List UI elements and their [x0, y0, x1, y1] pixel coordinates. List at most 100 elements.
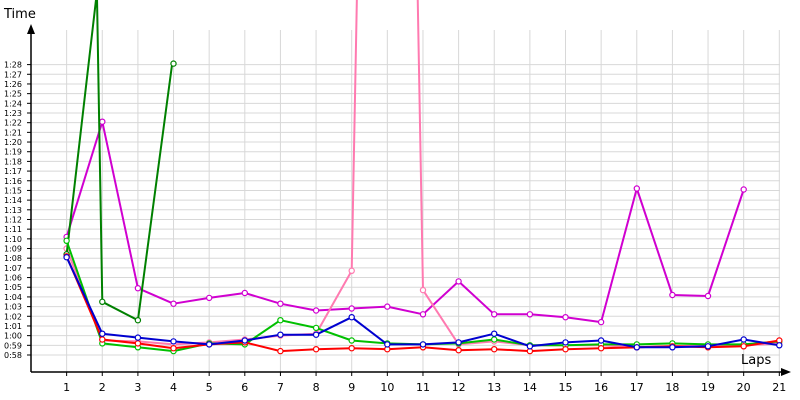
data-point	[562, 346, 569, 353]
y-tick-label: 1:13	[4, 206, 22, 215]
x-tick-label: 14	[523, 381, 537, 394]
x-tick-label: 13	[487, 381, 501, 394]
data-point	[455, 339, 462, 346]
y-tick-label: 1:27	[4, 70, 22, 79]
data-point	[277, 317, 284, 324]
data-point	[170, 300, 177, 307]
y-tick-labels: 0:580:591:001:011:021:031:041:051:061:07…	[4, 61, 31, 360]
y-tick-label: 1:11	[4, 225, 22, 234]
y-tick-label: 1:23	[4, 109, 22, 118]
data-point	[455, 347, 462, 354]
data-point	[384, 303, 391, 310]
data-point	[740, 186, 747, 193]
data-point	[704, 343, 712, 350]
y-tick-label: 0:58	[4, 351, 22, 360]
series-layer	[63, 0, 783, 355]
data-point	[597, 318, 605, 326]
x-tick-label: 11	[416, 381, 430, 394]
axes: Time Laps	[3, 7, 791, 376]
x-tick-label: 8	[313, 381, 320, 394]
y-tick-label: 1:09	[4, 245, 22, 254]
data-point	[312, 346, 320, 353]
data-point	[134, 340, 142, 347]
x-tick-label: 5	[206, 381, 213, 394]
y-tick-label: 1:19	[4, 148, 22, 157]
data-point	[348, 314, 355, 321]
x-axis-arrow	[781, 368, 791, 376]
data-point	[205, 294, 213, 302]
data-point	[348, 337, 355, 344]
data-point	[312, 307, 320, 314]
y-axis-arrow	[27, 24, 35, 34]
y-tick-label: 1:28	[4, 61, 22, 70]
y-tick-label: 1:15	[4, 186, 22, 195]
data-point	[134, 285, 142, 292]
x-tick-labels: 1 2 3 4 5 6 7 8 9 10 11 12 13 14 15 16 17 18 19 20 21	[63, 372, 786, 394]
data-point	[633, 185, 641, 192]
data-point	[170, 345, 177, 352]
data-point	[597, 345, 605, 352]
data-point	[348, 305, 355, 312]
series-5	[63, 254, 783, 351]
y-tick-label: 1:10	[4, 235, 22, 244]
data-point	[348, 345, 355, 352]
y-tick-label: 1:07	[4, 264, 22, 273]
y-tick-label: 1:25	[4, 90, 22, 99]
y-axis-label: Time	[3, 7, 36, 22]
data-point	[597, 337, 605, 344]
data-point	[241, 289, 248, 297]
grid	[31, 30, 780, 372]
data-point	[348, 267, 355, 274]
data-point	[419, 311, 427, 318]
x-tick-label: 10	[380, 381, 394, 394]
y-tick-label: 1:16	[4, 177, 22, 186]
y-tick-label: 1:01	[4, 322, 22, 331]
series-line	[65, 120, 745, 324]
y-tick-label: 1:20	[4, 138, 22, 147]
data-point	[526, 311, 534, 318]
data-point	[63, 237, 70, 244]
x-tick-label: 1	[63, 381, 70, 394]
x-tick-label: 19	[701, 381, 715, 394]
data-point	[277, 300, 284, 307]
data-point	[99, 336, 106, 343]
data-point	[241, 337, 248, 344]
data-point	[491, 336, 498, 343]
data-point	[633, 344, 641, 351]
data-point	[277, 331, 284, 338]
x-tick-label: 20	[737, 381, 751, 394]
y-tick-label: 1:18	[4, 157, 22, 166]
data-point	[526, 343, 534, 350]
data-point	[669, 344, 676, 351]
x-axis-label: Laps	[741, 353, 771, 368]
x-tick-label: 9	[348, 381, 355, 394]
data-point	[740, 336, 747, 343]
data-point	[704, 292, 712, 300]
data-point	[669, 291, 676, 299]
data-point	[63, 254, 70, 261]
series-0	[63, 118, 747, 326]
y-tick-label: 1:05	[4, 283, 22, 292]
y-tick-label: 1:14	[4, 196, 22, 205]
y-tick-label: 1:00	[4, 332, 22, 341]
data-point	[419, 341, 427, 348]
series-line	[65, 0, 175, 322]
y-tick-label: 1:26	[4, 80, 22, 89]
data-point	[740, 343, 747, 350]
data-point	[384, 341, 391, 348]
data-point	[491, 330, 498, 337]
data-point	[455, 278, 462, 285]
data-point	[491, 346, 498, 353]
data-point	[562, 314, 569, 321]
data-point	[312, 331, 320, 338]
x-tick-label: 16	[594, 381, 608, 394]
data-point	[170, 60, 177, 67]
data-point	[776, 342, 783, 349]
x-tick-label: 17	[630, 381, 644, 394]
x-tick-label: 4	[170, 381, 177, 394]
data-point	[419, 286, 427, 294]
data-point	[99, 330, 106, 337]
y-tick-label: 1:22	[4, 119, 22, 128]
data-point	[170, 338, 177, 345]
